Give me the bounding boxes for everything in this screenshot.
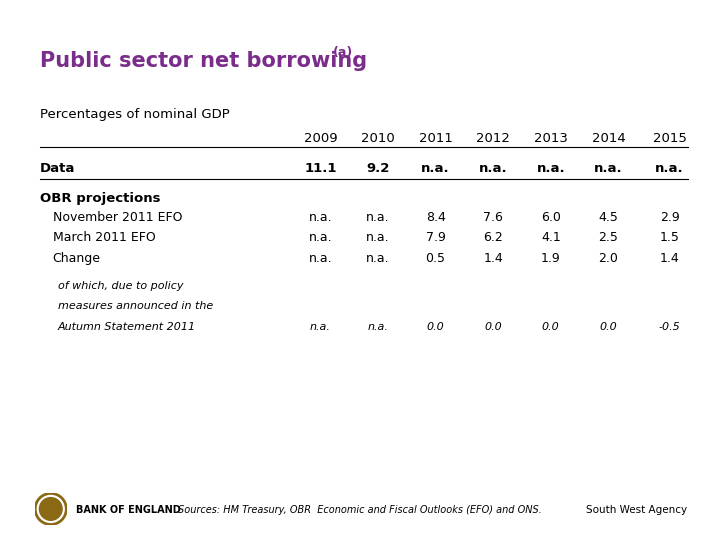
Text: South West Agency: South West Agency	[587, 505, 688, 515]
Text: n.a.: n.a.	[594, 162, 623, 175]
Text: n.a.: n.a.	[421, 162, 450, 175]
Text: 7.6: 7.6	[483, 211, 503, 224]
Text: n.a.: n.a.	[479, 162, 508, 175]
Text: Change: Change	[53, 252, 101, 265]
Text: 2012: 2012	[476, 132, 510, 145]
Text: n.a.: n.a.	[366, 211, 390, 224]
Text: 1.4: 1.4	[660, 252, 680, 265]
Text: (a): (a)	[333, 46, 354, 59]
Text: BANK OF ENGLAND: BANK OF ENGLAND	[76, 505, 180, 515]
Text: 4.1: 4.1	[541, 231, 561, 244]
Text: 4.5: 4.5	[598, 211, 618, 224]
Text: 0.0: 0.0	[427, 322, 444, 332]
Text: 11.1: 11.1	[304, 162, 337, 175]
Text: n.a.: n.a.	[310, 322, 330, 332]
Text: Data: Data	[40, 162, 75, 175]
Text: n.a.: n.a.	[309, 252, 332, 265]
Text: 6.0: 6.0	[541, 211, 561, 224]
Text: Public sector net borrowing: Public sector net borrowing	[40, 51, 366, 71]
Text: n.a.: n.a.	[368, 322, 388, 332]
Text: 7.9: 7.9	[426, 231, 446, 244]
Text: n.a.: n.a.	[309, 231, 332, 244]
Text: 2014: 2014	[592, 132, 625, 145]
Text: n.a.: n.a.	[655, 162, 684, 175]
Text: 1.5: 1.5	[660, 231, 680, 244]
Text: 2.0: 2.0	[598, 252, 618, 265]
Text: 2015: 2015	[652, 132, 687, 145]
Text: Autumn Statement 2011: Autumn Statement 2011	[58, 322, 196, 332]
Text: 0.0: 0.0	[485, 322, 502, 332]
Text: 9.2: 9.2	[366, 162, 390, 175]
Text: March 2011 EFO: March 2011 EFO	[53, 231, 156, 244]
Text: n.a.: n.a.	[309, 211, 332, 224]
Text: of which, due to policy: of which, due to policy	[58, 281, 183, 291]
Text: Sources: HM Treasury, OBR  Economic and Fiscal Outlooks (EFO) and ONS.: Sources: HM Treasury, OBR Economic and F…	[178, 505, 542, 515]
Text: 2010: 2010	[361, 132, 395, 145]
Text: 1.9: 1.9	[541, 252, 561, 265]
Text: 8.4: 8.4	[426, 211, 446, 224]
Text: n.a.: n.a.	[366, 231, 390, 244]
Text: measures announced in the: measures announced in the	[58, 301, 213, 312]
Text: 1.4: 1.4	[483, 252, 503, 265]
Text: -0.5: -0.5	[659, 322, 680, 332]
Text: 2013: 2013	[534, 132, 568, 145]
Text: 6.2: 6.2	[483, 231, 503, 244]
Text: 0.5: 0.5	[426, 252, 446, 265]
Text: 2.5: 2.5	[598, 231, 618, 244]
Text: n.a.: n.a.	[366, 252, 390, 265]
Text: 0.0: 0.0	[542, 322, 559, 332]
Text: n.a.: n.a.	[536, 162, 565, 175]
Circle shape	[40, 498, 62, 521]
Text: 2011: 2011	[418, 132, 453, 145]
Text: 2009: 2009	[304, 132, 337, 145]
Text: 2.9: 2.9	[660, 211, 680, 224]
Text: Percentages of nominal GDP: Percentages of nominal GDP	[40, 108, 230, 121]
Text: OBR projections: OBR projections	[40, 192, 160, 205]
Text: November 2011 EFO: November 2011 EFO	[53, 211, 182, 224]
Text: 0.0: 0.0	[600, 322, 617, 332]
